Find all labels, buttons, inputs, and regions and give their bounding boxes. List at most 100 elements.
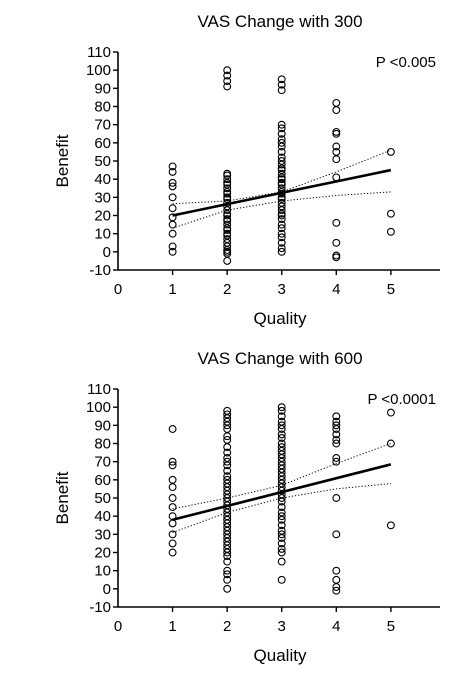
x-tick-label: 4: [332, 281, 340, 298]
data-point: [277, 515, 286, 524]
data-point: [168, 483, 177, 492]
data-point: [223, 71, 232, 80]
chart-title: VAS Change with 300: [197, 12, 362, 31]
data-point: [277, 544, 286, 553]
data-point: [277, 86, 286, 95]
data-point: [223, 557, 232, 566]
data-point: [277, 206, 286, 215]
y-tick-label: 90: [94, 80, 111, 97]
data-point: [223, 448, 232, 457]
y-tick-label: -10: [89, 599, 111, 616]
y-tick-label: 60: [94, 472, 111, 489]
data-point: [223, 189, 232, 198]
data-point: [168, 204, 177, 213]
data-point: [386, 147, 395, 156]
data-point: [386, 521, 395, 530]
data-point: [277, 129, 286, 138]
data-point: [168, 461, 177, 470]
x-tick-label: 1: [168, 618, 176, 635]
y-tick-label: 0: [103, 244, 111, 261]
data-point: [332, 218, 341, 227]
data-point: [223, 184, 232, 193]
ci-upper-band: [172, 443, 392, 510]
data-point: [332, 583, 341, 591]
data-point: [168, 503, 177, 512]
data-point: [277, 434, 286, 442]
chart-panel-2: VAS Change with 600-10010203040506070809…: [53, 349, 440, 665]
data-point: [332, 253, 341, 262]
p-value-annotation: P <0.005: [376, 54, 436, 71]
data-point: [277, 233, 286, 242]
data-point: [223, 206, 232, 215]
data-point: [277, 211, 286, 220]
y-tick-label: 0: [103, 581, 111, 598]
y-tick-label: 40: [94, 171, 111, 188]
data-point: [223, 82, 232, 91]
data-point: [277, 521, 286, 530]
data-point: [168, 530, 177, 539]
data-point: [277, 224, 286, 233]
data-point: [223, 226, 232, 234]
data-point: [277, 238, 286, 247]
y-tick-label: 20: [94, 545, 111, 562]
y-tick-label: 100: [86, 62, 111, 79]
data-point: [223, 584, 232, 593]
y-tick-label: 100: [86, 399, 111, 416]
y-tick-label: 70: [94, 117, 111, 134]
y-tick-label: 90: [94, 417, 111, 434]
data-point: [277, 403, 286, 412]
data-point: [223, 66, 232, 75]
data-point: [332, 454, 341, 462]
data-point: [223, 175, 232, 184]
x-tick-label: 2: [223, 618, 231, 635]
y-tick-label: 30: [94, 526, 111, 543]
data-point: [223, 457, 232, 466]
data-point: [168, 242, 177, 251]
data-point: [386, 209, 395, 218]
y-tick-label: 60: [94, 135, 111, 152]
data-point: [223, 211, 232, 220]
data-point: [223, 575, 232, 584]
data-point: [277, 138, 286, 147]
data-point: [386, 439, 395, 448]
data-point: [277, 412, 286, 421]
data-point: [332, 129, 341, 138]
data-point: [168, 539, 177, 548]
data-point: [277, 430, 286, 439]
x-tick-label: 3: [278, 281, 286, 298]
data-point: [277, 124, 286, 133]
x-tick-label: 5: [387, 618, 395, 635]
data-point: [332, 566, 341, 575]
data-point: [277, 142, 286, 151]
data-point: [332, 457, 341, 466]
x-tick-label: 3: [278, 618, 286, 635]
data-point: [223, 77, 232, 86]
data-point: [168, 475, 177, 484]
data-point: [277, 548, 286, 557]
y-tick-label: 50: [94, 490, 111, 507]
y-axis-label: Benefit: [53, 471, 72, 524]
data-point: [332, 421, 341, 430]
data-point: [223, 552, 232, 561]
data-point: [223, 443, 232, 452]
data-point: [168, 457, 177, 466]
y-tick-label: 80: [94, 99, 111, 116]
data-point: [168, 178, 177, 187]
data-point: [223, 466, 232, 475]
data-point: [168, 162, 177, 171]
data-point: [168, 519, 177, 528]
data-point: [277, 80, 286, 89]
data-point: [168, 425, 177, 433]
data-point: [332, 430, 341, 439]
y-tick-label: -10: [89, 262, 111, 279]
data-point: [332, 494, 341, 502]
y-axis-label: Benefit: [53, 134, 72, 187]
data-point: [168, 220, 177, 229]
data-point: [223, 548, 232, 557]
data-point: [332, 106, 341, 115]
y-tick-label: 110: [87, 381, 111, 398]
x-tick-label: 2: [223, 281, 231, 298]
x-tick-label: 4: [332, 618, 340, 635]
data-point: [332, 439, 341, 448]
